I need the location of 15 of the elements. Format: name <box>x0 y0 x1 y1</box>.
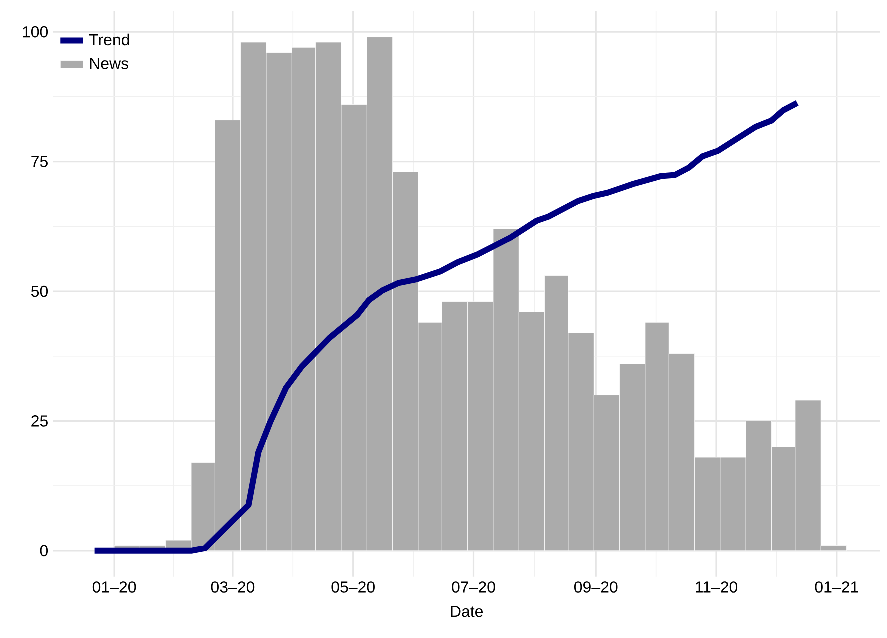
x-axis-title: Date <box>451 606 484 618</box>
x-tick-label: 09–20 <box>574 581 618 593</box>
y-tick-label: 0 <box>40 545 48 556</box>
y-tick-label: 50 <box>31 286 48 298</box>
y-tick-label: 75 <box>32 156 48 168</box>
x-tick-label: 03–20 <box>211 581 255 593</box>
x-tick-label: 01–21 <box>815 581 858 593</box>
x-tick-label: 01–20 <box>92 581 136 593</box>
x-tick-label: 07–20 <box>452 581 496 593</box>
y-tick-label: 25 <box>32 415 48 427</box>
legend-label: News <box>90 58 129 70</box>
y-tick-label: 100 <box>23 26 48 38</box>
legend-label: Trend <box>89 34 130 46</box>
x-tick-label: 05–20 <box>332 581 375 593</box>
x-tick-label: 11–20 <box>696 581 738 593</box>
